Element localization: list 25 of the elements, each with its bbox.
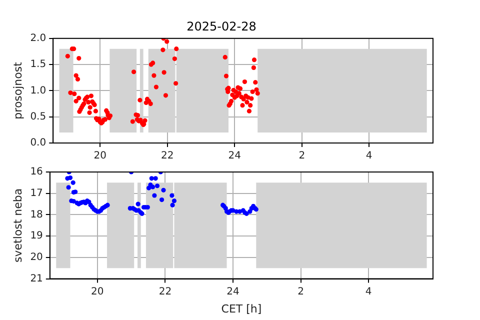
x-tick-label: 2 [298, 286, 304, 298]
x-tick-label: 24 [226, 286, 240, 298]
x-tick-label: 2 [298, 150, 306, 162]
x-tick-label: 20 [91, 286, 104, 298]
y-tick-label: 2.0 [30, 32, 46, 44]
y-tick-label: 17 [30, 188, 43, 199]
y-axis-title: svetlost neba [11, 188, 24, 262]
y-tick-label: 19 [30, 230, 43, 242]
y-tick-label: 20 [30, 252, 43, 264]
y-tick-label: 0.0 [30, 138, 46, 149]
y-tick-label: 21 [30, 273, 43, 284]
y-tick-label: 1.0 [30, 85, 46, 96]
x-tick-label: 22 [161, 150, 174, 162]
y-tick-label: 18 [30, 209, 43, 220]
y-tick-label: 16 [30, 166, 43, 178]
x-tick-label: 4 [366, 150, 372, 162]
y-tick-label: 0.5 [30, 111, 46, 122]
x-axis-title: CET [h] [221, 302, 262, 316]
x-tick-label: 4 [365, 286, 372, 298]
x-tick-label: 24 [228, 150, 242, 162]
x-tick-label: 22 [158, 286, 172, 298]
chart-title: 2025-02-28 [186, 19, 256, 34]
y-tick-label: 1.5 [30, 59, 46, 70]
y-axis-title: prosojnost [11, 61, 24, 120]
x-tick-label: 20 [94, 150, 107, 162]
